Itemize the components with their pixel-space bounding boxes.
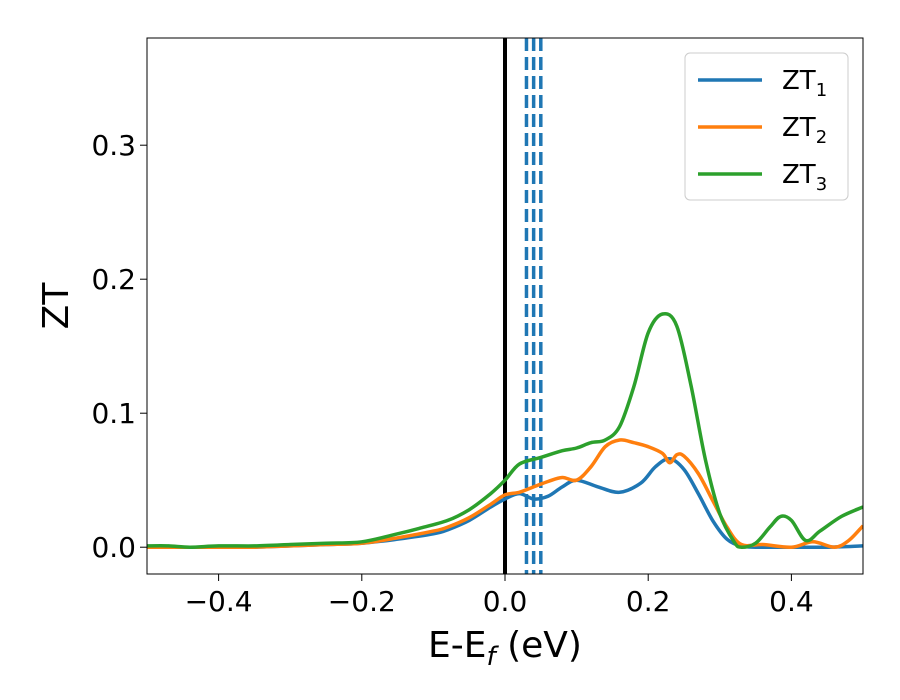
x-axis-label-suffix: (eV) [496,625,582,666]
legend-label-zt1: ZT1 [782,66,827,101]
y-tick-label: 0.1 [91,397,136,430]
y-axis-ticks: 0.0 0.1 0.2 0.3 [91,129,147,564]
y-axis-label: ZT [36,282,77,330]
legend: ZT1 ZT2 ZT3 [684,52,849,201]
x-axis-ticks: −0.4 −0.2 0.0 0.2 0.4 [185,574,814,618]
x-axis-label: E-Ef (eV) [428,625,582,672]
x-tick-label: −0.2 [328,585,396,618]
series-lines [147,311,863,550]
x-axis-label-main: E-E [428,625,486,666]
series-line-zt3 [147,311,863,549]
legend-label-zt2: ZT2 [782,113,827,148]
legend-box [684,52,849,201]
y-tick-label: 0.3 [91,129,136,162]
legend-label-zt3: ZT3 [782,160,827,195]
x-tick-label: 0.2 [626,585,671,618]
y-tick-label: 0.2 [91,263,136,296]
plot-area [146,37,864,575]
x-tick-label: −0.4 [185,585,253,618]
y-tick-label: 0.0 [91,531,136,564]
x-tick-label: 0.4 [769,585,814,618]
x-tick-label: 0.0 [483,585,528,618]
